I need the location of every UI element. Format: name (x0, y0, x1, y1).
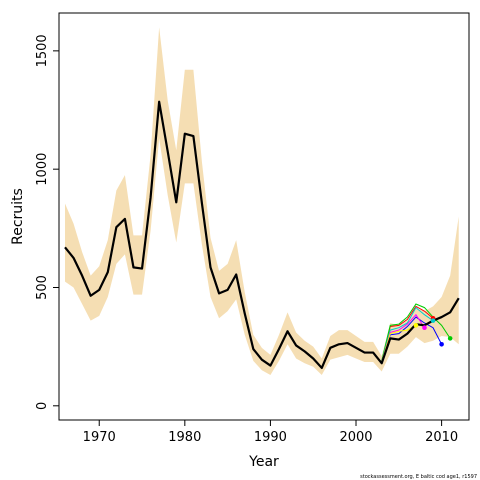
x-axis: 1970 1980 1990 2000 2010 (83, 420, 458, 445)
retrospective-lines-layer (381, 303, 451, 363)
x-tick-label: 1990 (254, 430, 287, 445)
estimate-line-layer (64, 100, 460, 370)
y-axis: 0 500 1000 1500 (35, 34, 59, 410)
retrospective-endpoint-4 (430, 318, 436, 323)
plot-frame (58, 12, 470, 421)
retrospective-line-6 (381, 324, 417, 363)
estimate-line (64, 100, 460, 370)
retrospective-endpoint-5 (422, 325, 427, 331)
retrospective-line-2 (381, 303, 451, 361)
confidence-band (64, 27, 459, 376)
retrospective-line-3 (381, 316, 443, 363)
retrospective-endpoint-2 (447, 336, 453, 341)
x-tick-label: 2010 (425, 430, 458, 445)
source-caption: stockassessment.org, E baltic cod age1, … (360, 474, 477, 480)
retrospective-line-4 (381, 306, 434, 363)
y-tick-label: 0 (35, 402, 50, 410)
retrospective-endpoint-6 (413, 323, 419, 328)
y-tick-label: 1000 (35, 153, 50, 186)
retrospective-endpoint-3 (439, 341, 444, 347)
y-axis-label: Recruits (10, 188, 26, 245)
y-tick-label: 500 (35, 275, 50, 300)
x-axis-label: Year (248, 454, 279, 470)
confidence-band-layer (64, 27, 459, 376)
retrospective-endpoints-layer (413, 315, 453, 347)
x-tick-label: 1980 (168, 430, 201, 445)
x-tick-label: 1970 (83, 430, 116, 445)
y-tick-label: 1500 (35, 34, 50, 67)
x-tick-label: 2000 (339, 430, 372, 445)
